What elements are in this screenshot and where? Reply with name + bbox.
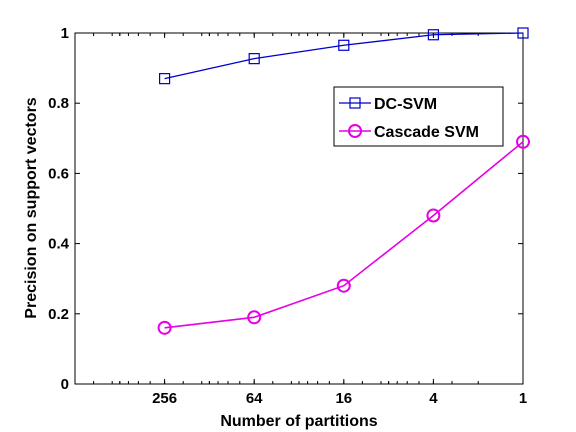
dc-svm-line: [164, 32, 524, 80]
cascade-svm-line: [164, 141, 524, 329]
legend: DC-SVM Cascade SVM: [333, 86, 504, 147]
cascade-svm-legend-label: Cascade SVM: [374, 124, 479, 141]
legend-box: [333, 86, 504, 147]
x-tick-label: 1: [519, 390, 527, 407]
x-tick-label: 16: [335, 390, 352, 407]
y-tick-label: 0.4: [48, 236, 70, 253]
dc-svm-legend-marker: [349, 97, 361, 109]
cascade-svm-legend-marker: [348, 124, 362, 138]
dc-svm-legend-label: DC-SVM: [374, 96, 437, 113]
plot-area: [74, 32, 524, 385]
y-tick-label: 1: [61, 25, 69, 42]
axis-ticks: 0 0.2 0.4 0.6 0.8 1 256 64 16 4 1: [48, 25, 527, 407]
cascade-svm-point: [336, 278, 351, 293]
x-axis-title: Number of partitions: [220, 413, 377, 430]
y-tick-label: 0: [61, 376, 69, 393]
dc-svm-point: [338, 39, 350, 51]
cascade-svm-point: [157, 320, 172, 335]
x-tick-label: 4: [429, 390, 438, 407]
y-tick-label: 0.2: [48, 306, 69, 323]
cascade-svm-point: [426, 208, 441, 223]
x-tick-label: 256: [152, 390, 177, 407]
series-layer: [157, 27, 530, 335]
cascade-svm-point: [516, 134, 530, 149]
dc-svm-point: [517, 27, 529, 39]
dc-svm-point: [427, 29, 439, 41]
dc-svm-point: [248, 53, 260, 65]
x-tick-label: 64: [246, 390, 263, 407]
dc-svm-point: [159, 73, 171, 85]
y-axis-title: Precision on support vectors: [23, 97, 40, 318]
y-tick-label: 0.8: [48, 95, 69, 112]
cascade-svm-point: [247, 310, 262, 325]
y-tick-label: 0.6: [48, 165, 69, 182]
